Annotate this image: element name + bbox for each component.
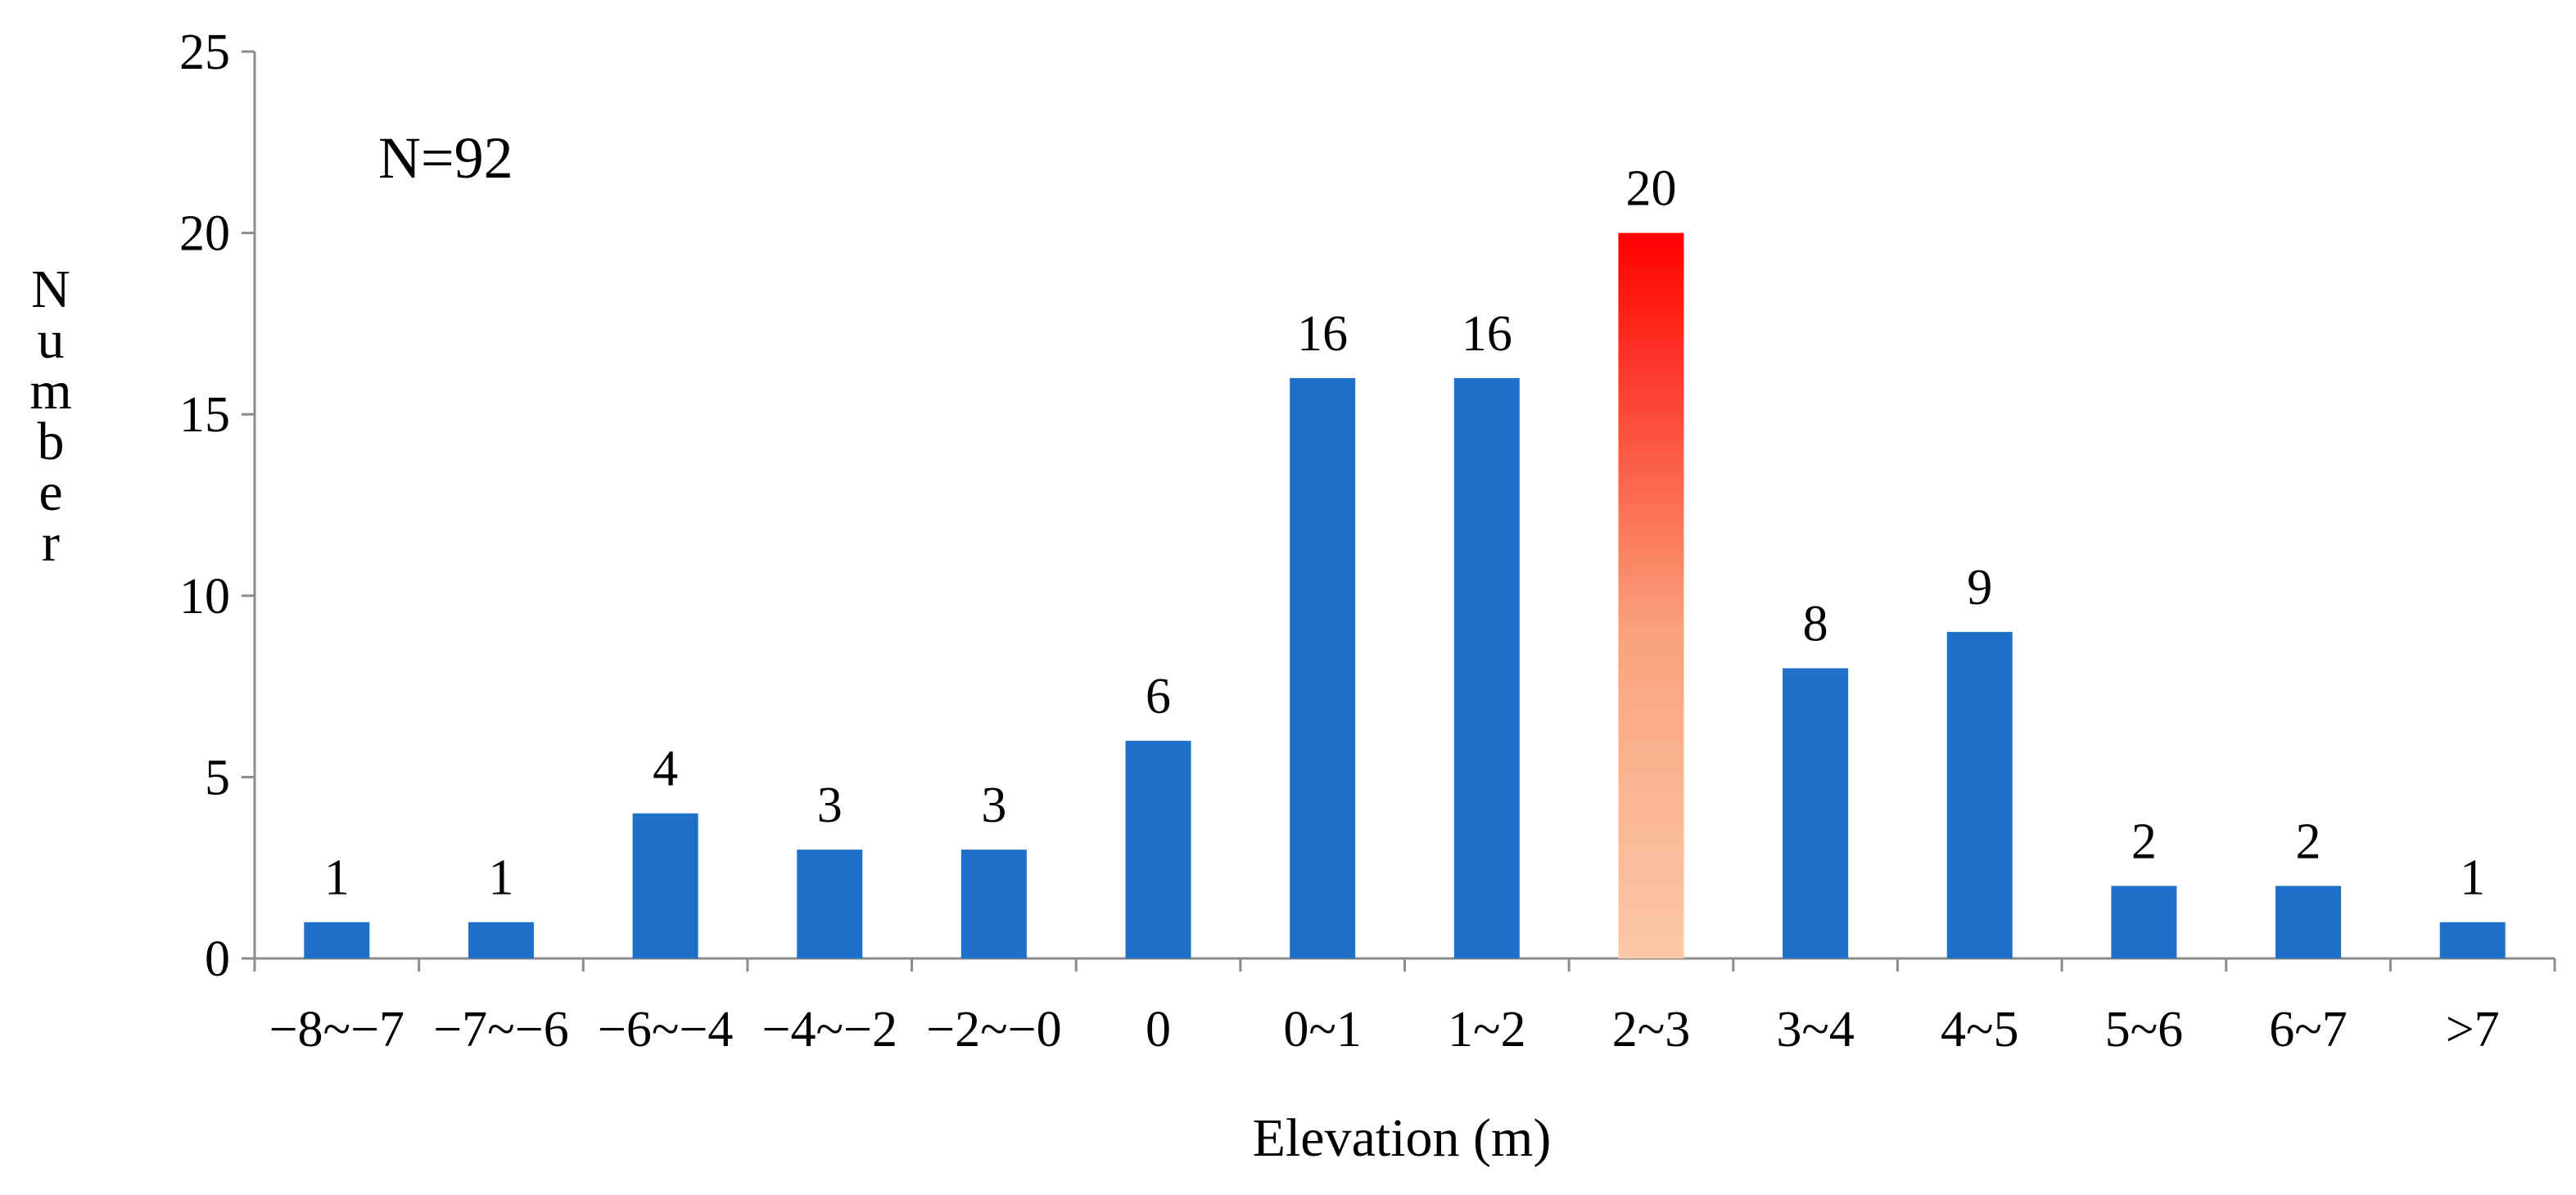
bars [304,232,2506,959]
bar [1453,377,1520,958]
bar-value-label: 4 [653,742,678,797]
bar [2111,886,2177,958]
data-labels: 1 1 4 3 3 6 16 16 20 8 9 2 2 1 [324,161,2485,906]
x-tick-label: −7~−6 [433,1002,568,1057]
y-axis-title-letter: u [38,310,65,370]
y-tick-label: 25 [179,25,230,80]
x-tick-label: −6~−4 [598,1002,733,1057]
bar-value-label: 9 [1967,560,1992,616]
y-tick-label: 20 [179,206,230,262]
x-tick-label: −2~−0 [926,1002,1061,1057]
x-tick-label: 2~3 [1612,1002,1691,1057]
bar-highlight [1618,232,1684,959]
bar [304,922,370,958]
x-tick-label: 6~7 [2269,1002,2348,1057]
bar [1783,668,1849,958]
x-tick-label: 4~5 [1941,1002,2019,1057]
y-axis-title-letter: r [42,513,60,573]
y-tick-label: 0 [205,931,230,987]
x-tick-label: 0 [1146,1002,1171,1057]
y-tick-label: 15 [179,387,230,443]
y-axis-title-letter: m [29,361,71,421]
bar [1290,377,1356,958]
x-tick-label: −8~−7 [269,1002,404,1057]
bar-value-label: 16 [1297,306,1348,362]
bar-value-label: 16 [1462,306,1512,362]
bar [468,922,534,958]
bar-value-label: 1 [324,850,350,906]
bar-value-label: 2 [2296,814,2321,869]
bar [1125,741,1191,958]
y-axis-title-letter: b [38,412,65,471]
x-tick-label: 1~2 [1448,1002,1526,1057]
y-axis-title-letter: N [31,259,70,319]
bar [797,850,863,958]
x-tick-label: −4~−2 [762,1002,897,1057]
y-tick-labels: 0 5 10 15 20 25 [179,25,230,987]
bar-value-label: 8 [1803,596,1828,652]
bar [960,850,1027,958]
y-tick-label: 5 [205,750,230,805]
x-tick-label: 3~4 [1776,1002,1855,1057]
bar-value-label: 3 [981,778,1006,833]
x-tick-labels: −8~−7 −7~−6 −6~−4 −4~−2 −2~−0 0 0~1 1~2 2~3 3~4 4~… [269,1002,2500,1057]
bar [1946,632,2013,958]
bar-value-label: 6 [1146,669,1171,724]
bar [2275,886,2342,958]
x-tick-label: 5~6 [2105,1002,2184,1057]
y-axis-title-letter: e [38,462,62,522]
y-tick-label: 10 [179,569,230,625]
bar-value-label: 1 [2460,850,2485,906]
bar [632,813,698,958]
bar-value-label: 2 [2131,814,2157,869]
bar [2439,922,2506,958]
x-axis-title: Elevation (m) [1253,1108,1552,1168]
x-tick-label: 0~1 [1283,1002,1362,1057]
x-tick-label: >7 [2446,1002,2500,1057]
bar-value-label: 20 [1625,161,1676,217]
axes [242,50,2556,972]
sample-size-annotation: N=92 [378,125,513,191]
bar-value-label: 3 [817,778,843,833]
bar-value-label: 1 [488,850,513,906]
